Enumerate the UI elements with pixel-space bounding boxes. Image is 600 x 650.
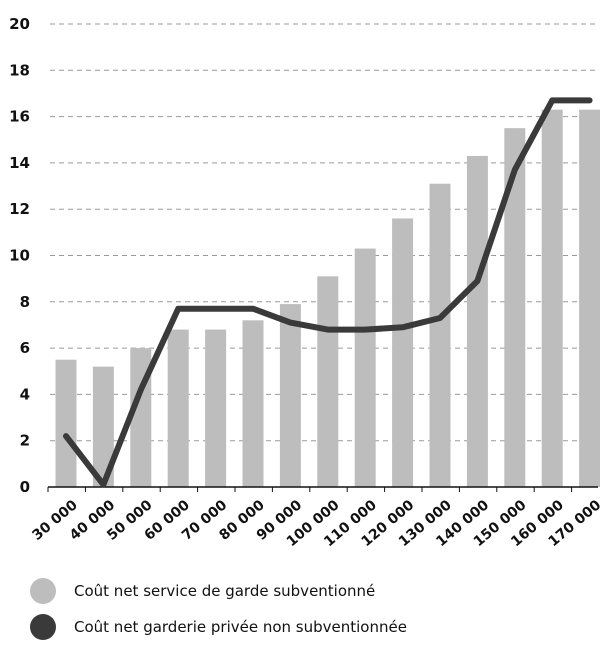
y-tick-label: 14: [9, 154, 30, 172]
bar: [355, 249, 376, 487]
x-axis: [48, 487, 600, 492]
line-point: [140, 389, 141, 390]
line-point: [253, 308, 254, 309]
y-tick-label: 6: [20, 339, 30, 357]
line-point: [440, 318, 441, 319]
line-point: [365, 329, 366, 330]
legend: Coût net service de garde subventionné C…: [30, 578, 407, 650]
line-point: [477, 280, 478, 281]
bar: [504, 128, 525, 487]
legend-label-subsidized: Coût net service de garde subventionné: [74, 582, 375, 600]
line-point: [66, 436, 67, 437]
y-tick-label: 16: [9, 108, 30, 126]
bar: [168, 330, 189, 487]
bar: [243, 320, 264, 487]
y-axis: 0 2 4 6 8 10 12 14 16 18 20: [9, 15, 30, 496]
legend-swatch-private: [30, 614, 56, 640]
y-tick-label: 8: [20, 293, 30, 311]
y-tick-label: 2: [20, 432, 30, 450]
y-tick-label: 18: [9, 61, 30, 79]
bar: [280, 304, 301, 487]
bar: [392, 218, 413, 487]
y-tick-label: 10: [9, 247, 30, 265]
legend-item-subsidized: Coût net service de garde subventionné: [30, 578, 407, 604]
line-point: [290, 322, 291, 323]
y-tick-label: 20: [9, 15, 30, 33]
line-point: [552, 100, 553, 101]
line-point: [589, 100, 590, 101]
line-point: [514, 169, 515, 170]
line-point: [103, 484, 104, 485]
line-point: [327, 329, 328, 330]
bar: [205, 330, 226, 487]
y-tick-label: 0: [20, 478, 30, 496]
line-point: [215, 308, 216, 309]
bar: [430, 184, 451, 487]
legend-item-private: Coût net garderie privée non subventionn…: [30, 614, 407, 640]
bar: [467, 156, 488, 487]
bar: [579, 110, 600, 487]
bar: [317, 276, 338, 487]
bar: [542, 110, 563, 487]
legend-swatch-subsidized: [30, 578, 56, 604]
line-point: [402, 327, 403, 328]
bar: [56, 360, 77, 487]
line-point: [178, 308, 179, 309]
legend-label-private: Coût net garderie privée non subventionn…: [74, 618, 407, 636]
y-tick-label: 12: [9, 200, 30, 218]
y-tick-label: 4: [20, 385, 30, 403]
